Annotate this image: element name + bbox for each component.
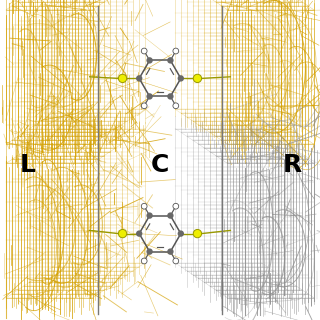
Circle shape bbox=[167, 93, 173, 100]
Circle shape bbox=[173, 103, 179, 109]
Circle shape bbox=[141, 258, 147, 264]
Circle shape bbox=[118, 229, 127, 238]
Circle shape bbox=[167, 57, 173, 64]
Text: R: R bbox=[283, 153, 302, 177]
Circle shape bbox=[118, 74, 127, 83]
Circle shape bbox=[147, 212, 153, 219]
Circle shape bbox=[141, 103, 147, 109]
Circle shape bbox=[141, 48, 147, 54]
Circle shape bbox=[147, 93, 153, 100]
Circle shape bbox=[178, 230, 184, 237]
Circle shape bbox=[147, 57, 153, 64]
Circle shape bbox=[136, 230, 142, 237]
Circle shape bbox=[147, 248, 153, 255]
Circle shape bbox=[167, 248, 173, 255]
Circle shape bbox=[173, 48, 179, 54]
Circle shape bbox=[193, 74, 202, 83]
Circle shape bbox=[178, 75, 184, 82]
Circle shape bbox=[193, 229, 202, 238]
Circle shape bbox=[173, 258, 179, 264]
Circle shape bbox=[173, 203, 179, 209]
Circle shape bbox=[141, 203, 147, 209]
Text: C: C bbox=[151, 153, 169, 177]
Circle shape bbox=[167, 212, 173, 219]
Circle shape bbox=[136, 75, 142, 82]
Text: L: L bbox=[19, 153, 35, 177]
